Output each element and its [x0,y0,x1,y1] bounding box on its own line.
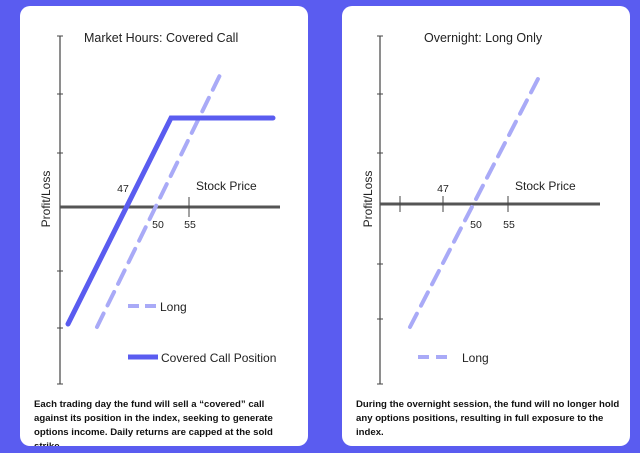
chart-title: Market Hours: Covered Call [84,31,238,45]
x-tick-label-55: 55 [503,219,515,231]
series-long-line [95,73,222,329]
series-covered-call-line [65,115,276,327]
x-axis-ticks [399,196,509,212]
y-axis-label: Profit/Loss [361,171,375,228]
covered-call-chart: Market Hours: Covered Call Profit/Loss S… [39,31,280,385]
legend-long-label: Long [160,300,187,314]
chart-title: Overnight: Long Only [424,31,543,45]
x-axis-label: Stock Price [196,179,257,193]
covered-call-panel: Market Hours: Covered Call Profit/Loss S… [20,6,308,446]
legend-long-label: Long [462,351,489,365]
long-only-caption: During the overnight session, the fund w… [356,399,620,438]
x-tick-label-47: 47 [117,183,129,195]
x-tick-label-47: 47 [437,183,449,195]
y-axis-ticks [57,35,63,385]
long-only-chart: Overnight: Long Only Profit/Loss Stock P… [361,31,600,385]
long-only-panel: Overnight: Long Only Profit/Loss Stock P… [342,6,630,446]
legend-covered-call-label: Covered Call Position [161,351,276,365]
series-long-line [408,73,542,329]
x-tick-label-50: 50 [152,219,164,231]
x-tick-label-55: 55 [184,219,196,231]
y-axis-label: Profit/Loss [39,171,53,228]
y-axis-ticks [377,35,383,385]
x-axis-label: Stock Price [515,179,576,193]
x-tick-label-50: 50 [470,219,482,231]
covered-call-caption: Each trading day the fund will sell a “c… [34,399,273,446]
